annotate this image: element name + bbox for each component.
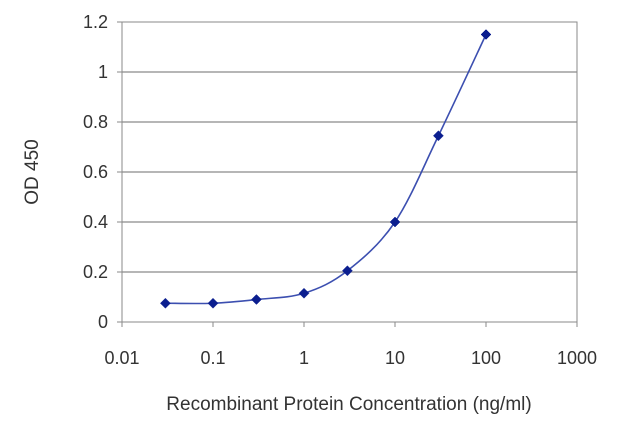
data-point (160, 297, 171, 309)
y-tick-label: 0.2 (83, 262, 108, 282)
x-axis-title: Recombinant Protein Concentration (ng/ml… (166, 394, 531, 415)
y-tick-label: 0 (98, 312, 108, 332)
x-tick-label: 1000 (557, 348, 597, 368)
x-tick-label: 100 (471, 348, 501, 368)
data-point (207, 297, 219, 309)
data-point (480, 29, 492, 40)
data-point (433, 130, 444, 142)
x-tick-label: 1 (299, 348, 309, 368)
data-point (251, 294, 262, 305)
series-layer (160, 29, 492, 309)
x-tick-label: 10 (385, 348, 405, 368)
data-point (342, 265, 353, 277)
y-tick-label: 1 (98, 62, 108, 82)
data-point (389, 216, 401, 228)
grid-lines (122, 71, 577, 273)
series-line (165, 34, 487, 305)
x-tick-label: 0.1 (200, 348, 225, 368)
y-tick-label: 0.8 (83, 112, 108, 132)
data-point (298, 287, 310, 299)
y-tick-label: 1.2 (83, 12, 108, 32)
y-axis-title: OD 450 (22, 139, 43, 204)
x-tick-label: 0.01 (104, 348, 139, 368)
y-axis: 0 0.2 0.4 0.6 0.8 1 1.2 (83, 12, 122, 332)
y-tick-label: 0.4 (83, 212, 108, 232)
y-tick-label: 0.6 (83, 162, 108, 182)
x-axis: 0.01 0.1 1 10 100 1000 (104, 322, 597, 368)
